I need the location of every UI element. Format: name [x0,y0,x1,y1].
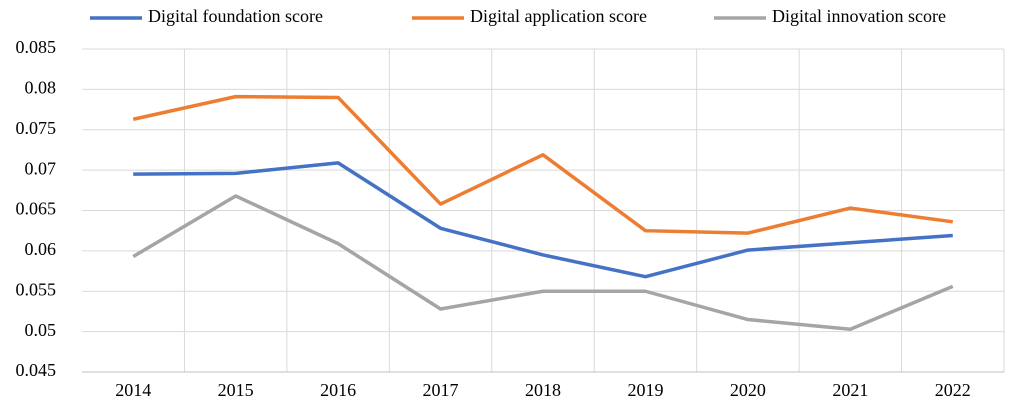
series-line [132,94,954,235]
x-tick-label: 2014 [115,380,151,400]
y-tick-label: 0.045 [16,360,57,380]
y-tick-label: 0.075 [16,118,57,138]
legend-label: Digital application score [470,6,647,26]
x-tick-label: 2022 [935,380,971,400]
x-tick-label: 2019 [627,380,663,400]
y-tick-label: 0.08 [25,78,57,98]
x-tick-label: 2021 [832,380,868,400]
x-tick-label: 2018 [525,380,561,400]
series-line [132,194,954,331]
y-tick-label: 0.05 [25,320,57,340]
legend-label: Digital innovation score [772,6,946,26]
x-tick-label: 2015 [218,380,254,400]
x-tick-label: 2020 [730,380,766,400]
y-tick-label: 0.055 [16,279,57,299]
legend-label: Digital foundation score [148,6,323,26]
x-tick-label: 2017 [423,380,459,400]
y-tick-label: 0.07 [25,158,57,178]
y-tick-label: 0.065 [16,199,57,219]
x-tick-label: 2016 [320,380,356,400]
series-line [133,161,953,279]
y-tick-label: 0.085 [16,37,57,57]
y-tick-label: 0.06 [25,239,57,259]
